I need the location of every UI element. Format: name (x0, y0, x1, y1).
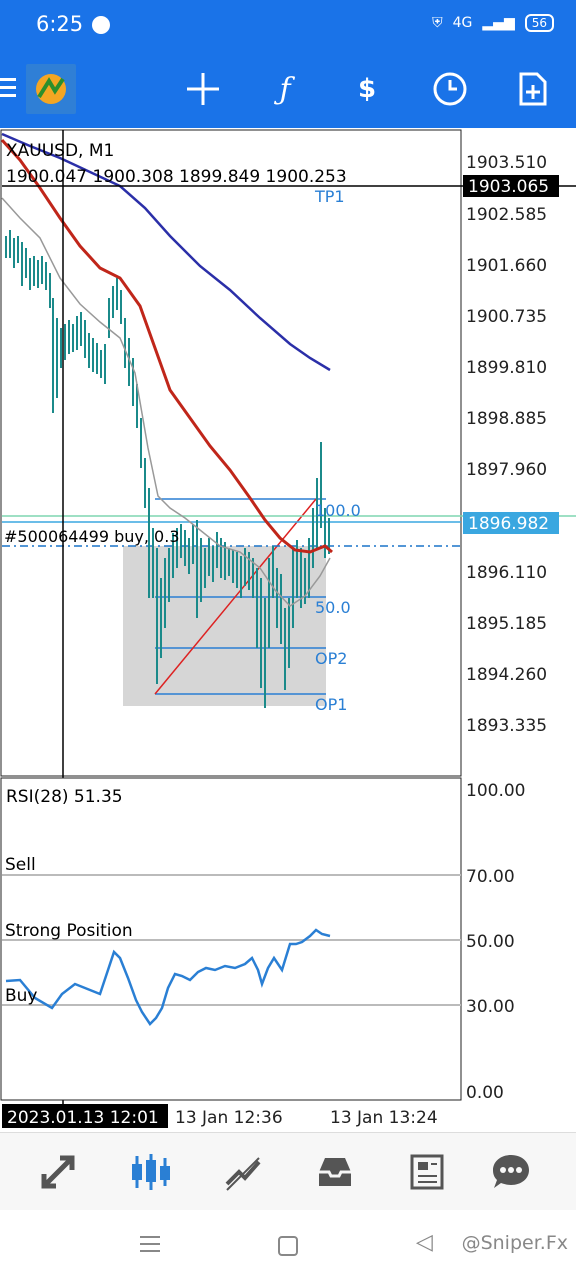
crosshair-price-box (463, 175, 559, 197)
rsi-sell-label: Sell (5, 855, 36, 875)
fib-trend-line (154, 498, 317, 695)
current-price-box (463, 512, 559, 534)
status-icons: ⛨ 4G ▂▄▆ 56 (432, 14, 554, 32)
ohlc-label: 1900.047 1900.308 1899.849 1900.253 (6, 167, 347, 187)
price-tick: 1893.335 (466, 716, 547, 736)
ma-gray (1, 197, 331, 607)
function-icon[interactable]: ƒ (279, 71, 291, 107)
new-chart-icon[interactable] (508, 64, 558, 114)
network-label: 4G (452, 15, 473, 31)
price-tick: 1897.960 (466, 460, 547, 480)
menu-icon[interactable] (0, 78, 16, 100)
signal-icon: ▂▄▆ (482, 15, 515, 31)
price-tick: 1899.810 (466, 358, 547, 378)
metatrader-logo[interactable] (26, 64, 76, 114)
trade-icon[interactable] (218, 1147, 268, 1197)
status-bar: 6:25 ⛨ 4G ▂▄▆ 56 (0, 0, 576, 52)
rsi-axis: 100.00 70.00 50.00 30.00 0.00 (466, 781, 525, 1103)
price-tick: 1900.735 (466, 307, 547, 327)
back-icon[interactable]: ◁ (416, 1230, 433, 1255)
price-tick: 1902.585 (466, 205, 547, 225)
rsi-tick: 100.00 (466, 781, 525, 801)
rsi-tick: 50.00 (466, 932, 515, 952)
time-tick-2: 13 Jan 13:24 (330, 1108, 438, 1128)
crosshair-price: 1903.065 (468, 177, 549, 197)
rsi-tick: 30.00 (466, 997, 515, 1017)
price-tick: 1895.185 (466, 614, 547, 634)
home-icon[interactable] (278, 1236, 298, 1256)
chat-icon[interactable] (486, 1147, 536, 1197)
rsi-tick: 0.00 (466, 1083, 504, 1103)
price-tick: 1903.510 (466, 153, 547, 173)
fib-op1-label: OP1 (315, 695, 347, 714)
price-tick: 1898.885 (466, 409, 547, 429)
rsi-title: RSI(28) 51.35 (6, 787, 123, 807)
shield-icon: ⛨ (432, 15, 443, 31)
fib-tp1-label: TP1 (314, 187, 345, 206)
battery-icon: 56 (524, 14, 554, 32)
price-chart-svg[interactable]: XAUUSD, M1 1900.047 1900.308 1899.849 19… (0, 128, 576, 1132)
watermark: @Sniper.Fx (461, 1232, 568, 1254)
time-highlight-box (2, 1104, 168, 1128)
order-label: #500064499 buy, 0.3 (4, 527, 180, 546)
history-icon[interactable] (310, 1147, 360, 1197)
status-time: 6:25 (36, 12, 84, 36)
rsi-line (5, 928, 331, 1026)
news-icon[interactable] (402, 1147, 452, 1197)
current-price: 1896.982 (468, 514, 549, 534)
fib-op2-label: OP2 (315, 649, 347, 668)
charts-icon[interactable] (126, 1147, 176, 1197)
time-tick-1: 13 Jan 12:36 (175, 1108, 283, 1128)
price-tick: 1894.260 (466, 665, 547, 685)
recents-icon[interactable] (140, 1236, 160, 1252)
rsi-strong-label: Strong Position (5, 921, 133, 941)
fib-50-label: 50.0 (315, 598, 351, 617)
chart-area[interactable]: XAUUSD, M1 1900.047 1900.308 1899.849 19… (0, 128, 576, 1132)
system-nav: ◁ @Sniper.Fx (0, 1210, 576, 1280)
trade-icon[interactable]: $ (357, 74, 377, 104)
bottom-nav (0, 1132, 576, 1211)
crosshair-icon[interactable] (178, 64, 228, 114)
quotes-icon[interactable] (33, 1147, 83, 1197)
price-tick: 1901.660 (466, 256, 547, 276)
symbol-label: XAUUSD, M1 (6, 141, 114, 161)
price-axis: 1903.510 1902.585 1901.660 1900.735 1899… (466, 153, 547, 736)
time-highlight: 2023.01.13 12:01 (7, 1108, 159, 1128)
toolbar: ƒ $ (0, 52, 576, 128)
ma-blue (1, 132, 331, 372)
rsi-buy-label: Buy (5, 986, 38, 1006)
clock-icon[interactable] (425, 64, 475, 114)
rsi-tick: 70.00 (466, 867, 515, 887)
messenger-icon (92, 16, 110, 34)
price-tick: 1896.110 (466, 563, 547, 583)
fib-100-label: 100.0 (315, 501, 361, 520)
